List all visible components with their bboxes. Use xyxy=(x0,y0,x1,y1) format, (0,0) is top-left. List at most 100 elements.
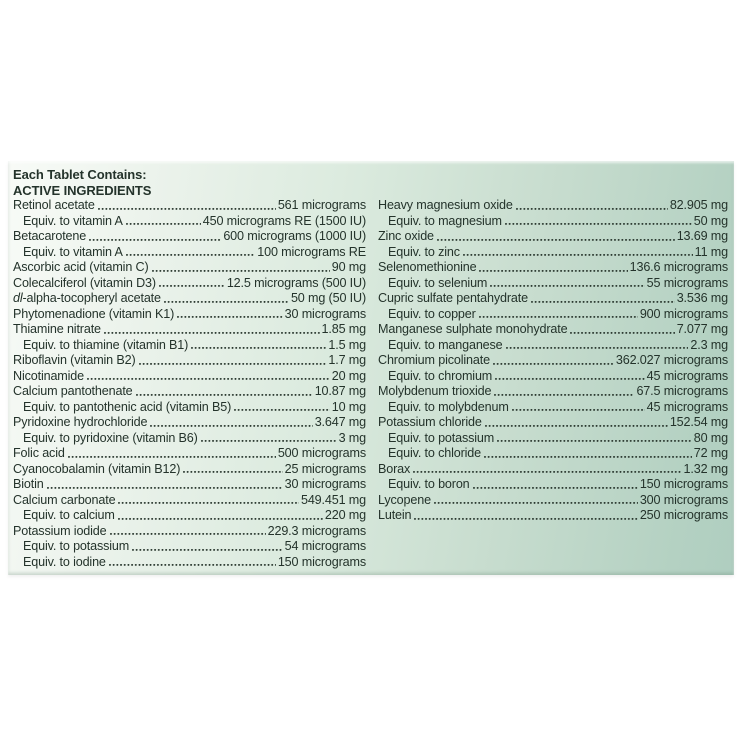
ingredient-value: 1.85 mg xyxy=(321,322,367,336)
ingredient-name: Equiv. to potassium xyxy=(23,539,130,553)
ingredient-row: Retinol acetate 561 micrograms xyxy=(13,198,366,214)
ingredient-value: 136.6 micrograms xyxy=(629,260,729,274)
column-divider-gap xyxy=(366,167,378,570)
ingredient-name: Zinc oxide xyxy=(378,229,434,243)
ingredient-row: Equiv. to chromium 45 micrograms xyxy=(378,368,728,384)
dot-leader xyxy=(530,291,675,307)
ingredient-value: 55 micrograms xyxy=(646,275,728,290)
ingredient-name: dl-alpha-tocopheryl acetate xyxy=(13,291,161,305)
ingredient-row: Pyridoxine hydrochloride 3.647 mg xyxy=(13,415,366,431)
ingredient-row: Betacarotene 600 micrograms (1000 IU) xyxy=(13,229,366,245)
ingredient-name: Equiv. to molybdenum xyxy=(388,399,509,414)
ingredients-panel: Each Tablet Contains: ACTIVE INGREDIENTS… xyxy=(8,161,734,575)
dot-leader xyxy=(151,260,330,276)
ingredient-row: Nicotinamide 20 mg xyxy=(13,368,366,384)
ingredient-row: Cyanocobalamin (vitamin B12) 25 microgra… xyxy=(13,461,366,477)
ingredient-name: Cyanocobalamin (vitamin B12) xyxy=(13,461,181,476)
ingredient-name: Retinol acetate xyxy=(13,198,95,212)
ingredient-value: 54 micrograms xyxy=(284,539,366,553)
ingredient-name: Calcium carbonate xyxy=(13,492,116,507)
dot-leader xyxy=(125,244,256,260)
ingredient-value: 50 mg (50 IU) xyxy=(290,291,366,305)
ingredient-name: Equiv. to vitamin A xyxy=(23,244,123,259)
dot-leader xyxy=(492,353,614,369)
ingredients-panel-inner: Each Tablet Contains: ACTIVE INGREDIENTS… xyxy=(13,167,728,570)
ingredient-name: Nicotinamide xyxy=(13,368,84,383)
ingredient-name: Chromium picolinate xyxy=(378,353,490,367)
dot-leader xyxy=(494,384,635,400)
ingredient-value: 150 micrograms xyxy=(277,554,366,569)
dot-leader xyxy=(87,368,330,384)
ingredient-name: Calcium pantothenate xyxy=(13,384,133,398)
ingredient-row: Equiv. to vitamin A 100 micrograms RE xyxy=(13,244,366,260)
ingredient-row: Equiv. to iodine 150 micrograms xyxy=(13,554,366,570)
dot-leader xyxy=(436,229,675,245)
panel-subtitle: ACTIVE INGREDIENTS xyxy=(13,182,152,198)
ingredient-row: dl-alpha-tocopheryl acetate 50 mg (50 IU… xyxy=(13,291,366,307)
ingredient-row: Equiv. to vitamin A 450 micrograms RE (1… xyxy=(13,213,366,229)
ingredient-row: Potassium iodide 229.3 micrograms xyxy=(13,523,367,539)
ingredient-row: Equiv. to selenium 55 micrograms xyxy=(378,275,728,291)
dot-leader xyxy=(163,291,289,307)
dot-leader xyxy=(67,446,276,462)
dot-leader xyxy=(183,461,283,477)
ingredient-value: 2.3 mg xyxy=(690,337,728,352)
dot-leader xyxy=(103,322,320,338)
ingredient-value: 45 micrograms xyxy=(646,399,728,414)
ingredients-column-left: Each Tablet Contains: ACTIVE INGREDIENTS… xyxy=(13,167,366,570)
dot-leader xyxy=(158,275,225,291)
dot-leader xyxy=(484,415,668,431)
ingredient-row: Riboflavin (vitamin B2) 1.7 mg xyxy=(13,353,366,369)
ingredient-value: 250 micrograms xyxy=(639,508,728,522)
ingredient-value: 3.536 mg xyxy=(676,291,728,305)
ingredient-name: Molybdenum trioxide xyxy=(378,384,492,398)
ingredient-value: 12.5 micrograms (500 IU) xyxy=(226,275,366,290)
ingredient-name: Equiv. to chloride xyxy=(388,446,481,460)
ingredient-name: Phytomenadione (vitamin K1) xyxy=(13,306,175,321)
ingredient-name: Biotin xyxy=(13,477,44,491)
ingredient-value: 45 micrograms xyxy=(646,368,728,383)
ingredient-row: Ascorbic acid (vitamin C) 90 mg xyxy=(13,260,366,276)
ingredient-row: Equiv. to copper 900 micrograms xyxy=(378,306,728,322)
dot-leader xyxy=(191,337,327,353)
ingredient-row: Equiv. to potassium 80 mg xyxy=(378,430,728,446)
ingredient-name: Potassium iodide xyxy=(13,523,107,538)
ingredient-name: Betacarotene xyxy=(13,229,87,243)
ingredient-value: 600 micrograms (1000 IU) xyxy=(223,229,366,243)
ingredient-value: 362.027 micrograms xyxy=(615,353,728,367)
ingredient-name: Cupric sulfate pentahydrate xyxy=(378,291,528,305)
dot-leader xyxy=(118,492,299,508)
ingredient-name: Equiv. to boron xyxy=(388,477,470,491)
ingredient-value: 3.647 mg xyxy=(314,415,366,429)
ingredient-value: 1.5 mg xyxy=(328,337,366,352)
dot-leader xyxy=(125,213,201,229)
ingredient-value: 450 micrograms RE (1500 IU) xyxy=(202,213,366,228)
dot-leader xyxy=(490,275,645,291)
ingredient-name: Equiv. to manganese xyxy=(388,337,503,352)
ingredient-row: Colecalciferol (vitamin D3) 12.5 microgr… xyxy=(13,275,366,291)
dot-leader xyxy=(479,260,628,276)
ingredient-name: Borax xyxy=(378,461,411,476)
ingredient-row: Lycopene 300 micrograms xyxy=(378,492,728,508)
ingredient-name: Equiv. to copper xyxy=(388,306,476,321)
dot-leader xyxy=(117,508,323,524)
dot-leader xyxy=(515,198,668,214)
ingredient-value: 229.3 micrograms xyxy=(267,523,367,538)
dot-leader xyxy=(97,198,276,214)
ingredient-value: 20 mg xyxy=(331,368,366,383)
panel-title: Each Tablet Contains: xyxy=(13,167,147,182)
ingredient-value: 1.32 mg xyxy=(683,461,729,476)
ingredient-name: Equiv. to selenium xyxy=(388,275,488,290)
ingredient-row: Heavy magnesium oxide 82.905 mg xyxy=(378,198,728,214)
ingredient-value: 80 mg xyxy=(693,430,728,445)
ingredient-row: Molybdenum trioxide 67.5 micrograms xyxy=(378,384,728,400)
ingredient-row: Calcium pantothenate 10.87 mg xyxy=(13,384,366,400)
dot-leader xyxy=(109,523,266,539)
ingredient-value: 900 micrograms xyxy=(639,306,728,321)
dot-leader xyxy=(150,415,313,431)
ingredient-name: Equiv. to pyridoxine (vitamin B6) xyxy=(23,430,198,445)
ingredient-row: Equiv. to pantothenic acid (vitamin B5) … xyxy=(13,399,366,415)
dot-leader xyxy=(108,554,276,570)
dot-leader xyxy=(433,492,638,508)
